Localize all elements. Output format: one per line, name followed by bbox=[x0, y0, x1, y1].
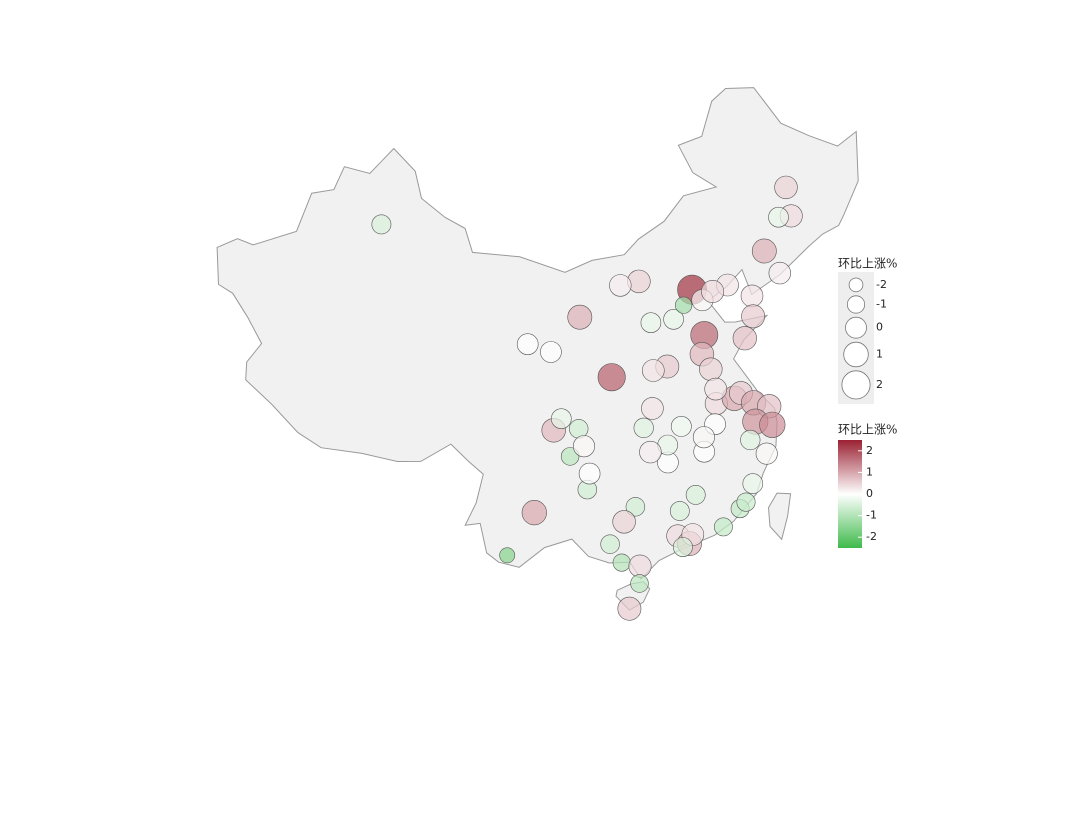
bubble bbox=[560, 447, 580, 466]
size-legend-key bbox=[848, 277, 864, 293]
size-legend-key bbox=[843, 341, 869, 368]
bubble bbox=[669, 501, 690, 521]
bubble bbox=[641, 359, 665, 382]
bubble bbox=[768, 206, 789, 228]
bubble bbox=[597, 363, 626, 392]
size-legend-label: -2 bbox=[876, 278, 887, 291]
size-legend-key bbox=[845, 316, 867, 339]
bubble bbox=[617, 596, 642, 621]
bubble bbox=[674, 296, 693, 314]
bubble bbox=[628, 554, 652, 578]
size-legend-label: -1 bbox=[876, 298, 887, 311]
size-legend-key bbox=[846, 295, 866, 314]
colorbar-label: -1 bbox=[866, 509, 877, 522]
size-legend-label: 0 bbox=[876, 321, 883, 334]
bubble bbox=[540, 341, 562, 363]
colorbar-label: 0 bbox=[866, 487, 873, 500]
bubble bbox=[774, 175, 798, 200]
bubble bbox=[732, 326, 757, 351]
legends: -2 -1 0 1 2 2 1 0 -1 -2 bbox=[841, 277, 887, 543]
bubble bbox=[521, 499, 547, 526]
bubble bbox=[516, 333, 539, 356]
bubble bbox=[641, 397, 664, 420]
bubble bbox=[600, 534, 620, 554]
bubble bbox=[663, 308, 684, 330]
bubble bbox=[633, 417, 654, 439]
colorbar-label: 2 bbox=[866, 444, 873, 457]
bubble bbox=[578, 462, 601, 485]
bubble bbox=[625, 497, 646, 517]
bubble bbox=[742, 473, 764, 494]
bubble bbox=[499, 547, 516, 564]
bubble bbox=[741, 304, 766, 329]
bubble bbox=[759, 411, 786, 438]
bubble bbox=[371, 214, 392, 235]
bubble bbox=[736, 492, 756, 512]
bubble bbox=[751, 238, 777, 264]
size-legend-label: 1 bbox=[876, 348, 883, 361]
bubbles bbox=[371, 175, 803, 621]
bubble bbox=[699, 357, 723, 381]
bubble bbox=[768, 261, 791, 285]
size-legend-title: 环比上涨% bbox=[838, 256, 897, 271]
size-legend-key bbox=[841, 370, 871, 400]
bubble bbox=[704, 377, 728, 401]
bubble bbox=[640, 312, 662, 334]
bubble bbox=[740, 429, 761, 451]
bubble bbox=[612, 553, 631, 572]
bubble bbox=[630, 574, 649, 593]
land bbox=[216, 87, 859, 611]
bubble bbox=[670, 415, 692, 437]
bubble bbox=[740, 284, 764, 308]
bubble bbox=[567, 304, 593, 330]
bubble bbox=[685, 484, 706, 505]
bubble bbox=[714, 517, 733, 537]
bubble bbox=[609, 274, 632, 297]
bubble bbox=[550, 408, 572, 430]
bubble bbox=[639, 440, 662, 464]
bubble bbox=[627, 269, 651, 294]
bubble bbox=[572, 435, 595, 458]
size-legend-label: 2 bbox=[876, 378, 883, 391]
bubble bbox=[692, 426, 715, 449]
color-legend-title: 环比上涨% bbox=[838, 422, 897, 437]
bubble bbox=[612, 510, 636, 534]
colorbar-label: -2 bbox=[866, 530, 877, 543]
bubble bbox=[701, 279, 725, 303]
bubble bbox=[755, 442, 778, 465]
region bbox=[767, 492, 792, 541]
colorbar-label: 1 bbox=[866, 465, 873, 478]
bubble bbox=[673, 537, 693, 558]
